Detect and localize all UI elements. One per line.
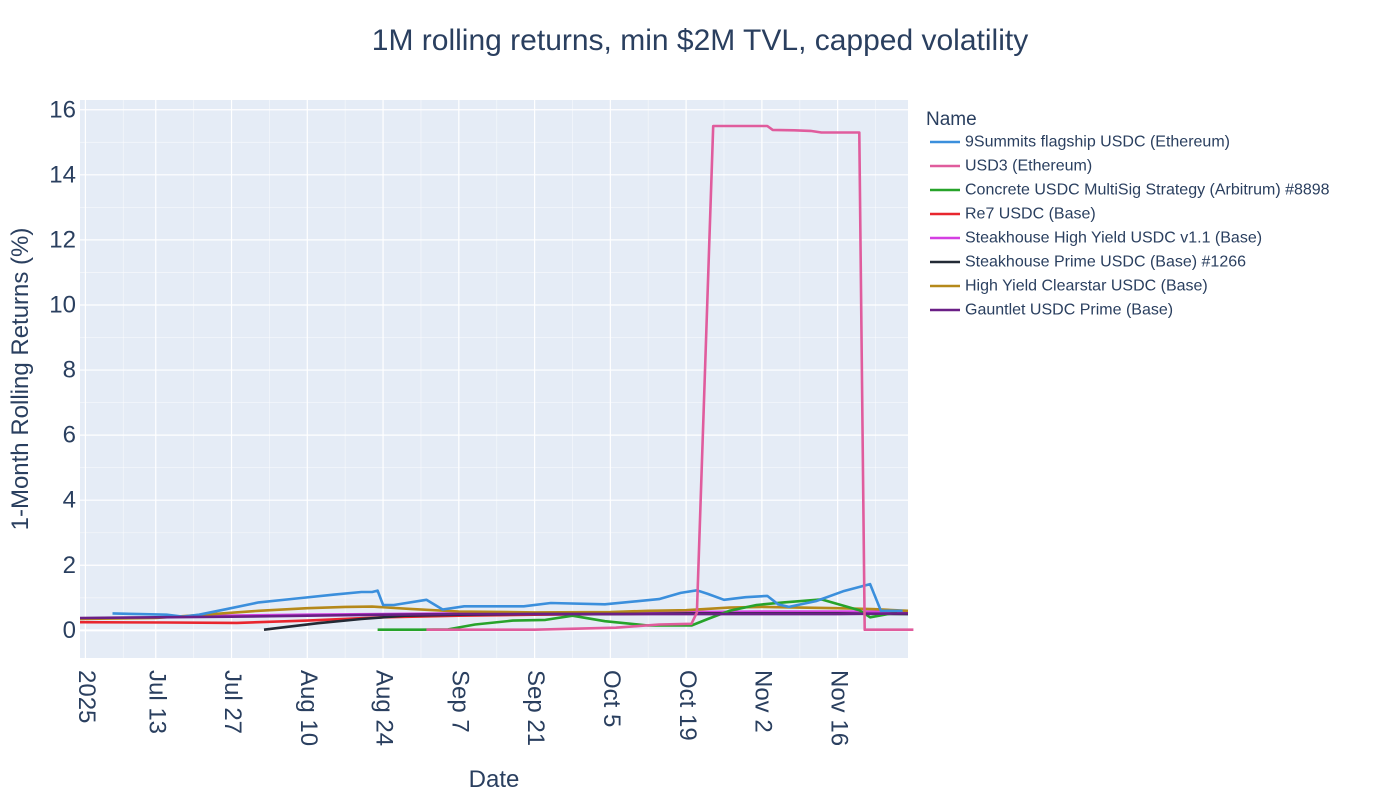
legend-item[interactable]: Steakhouse Prime USDC (Base) #1266 — [930, 254, 1246, 271]
y-tick-label: 12 — [49, 226, 76, 253]
series-line-2 — [426, 124, 914, 631]
legend-item[interactable]: USD3 (Ethereum) — [930, 158, 1092, 175]
legend-item[interactable]: Gauntlet USDC Prime (Base) — [930, 302, 1173, 319]
x-tick-label: Nov 2 — [750, 670, 777, 733]
x-tick-label: Aug 10 — [295, 670, 322, 746]
x-tick-label: Sep 21 — [522, 670, 549, 746]
legend-item[interactable]: Concrete USDC MultiSig Strategy (Arbitru… — [930, 182, 1330, 199]
legend-label: Steakhouse Prime USDC (Base) #1266 — [965, 254, 1246, 271]
y-tick-label: 4 — [63, 487, 76, 514]
legend-label: USD3 (Ethereum) — [965, 158, 1092, 175]
legend-label: Steakhouse High Yield USDC v1.1 (Base) — [965, 230, 1262, 247]
legend-item[interactable]: 9Summits flagship USDC (Ethereum) — [930, 134, 1230, 151]
x-tick-label: Nov 16 — [825, 670, 852, 746]
series-line-7 — [79, 605, 909, 621]
series-line-8 — [79, 612, 909, 620]
legend-label: 9Summits flagship USDC (Ethereum) — [965, 134, 1230, 151]
legend-label: Concrete USDC MultiSig Strategy (Arbitru… — [965, 182, 1330, 199]
y-tick-label: 2 — [63, 552, 76, 579]
y-tick-label: 14 — [49, 161, 76, 188]
legend-label: Re7 USDC (Base) — [965, 206, 1096, 223]
x-tick-label: Oct 19 — [674, 670, 701, 741]
y-axis-ticks: 0 2 4 6 8 10 12 14 16 — [49, 96, 76, 644]
legend-items[interactable]: 9Summits flagship USDC (Ethereum) USD3 (E… — [930, 134, 1330, 319]
plot-area — [80, 100, 908, 658]
x-tick-label: 2025 — [73, 670, 100, 723]
legend-title: Name — [926, 109, 977, 130]
x-tick-label: Aug 24 — [371, 670, 398, 746]
series-lines — [79, 124, 914, 631]
y-tick-label: 0 — [63, 617, 76, 644]
series-line-1 — [112, 582, 903, 618]
x-tick-label: Jul 13 — [143, 670, 170, 734]
x-tick-label: Oct 5 — [598, 670, 625, 727]
y-tick-label: 8 — [63, 357, 76, 384]
legend-item[interactable]: Steakhouse High Yield USDC v1.1 (Base) — [930, 230, 1262, 247]
y-tick-label: 10 — [49, 291, 76, 318]
legend[interactable]: Name 9Summits flagship USDC (Ethereum) US… — [926, 109, 1330, 319]
y-tick-label: 6 — [63, 422, 76, 449]
chart-title: 1M rolling returns, min $2M TVL, capped … — [372, 24, 1028, 57]
x-tick-label: Jul 27 — [219, 670, 246, 734]
x-axis-ticks: 2025 Jul 13 Jul 27 Aug 10 Aug 24 Sep 7 Sep 21 O… — [73, 670, 852, 746]
legend-label: High Yield Clearstar USDC (Base) — [965, 278, 1208, 295]
x-tick-label: Sep 7 — [446, 670, 473, 733]
y-axis-title: 1-Month Rolling Returns (%) — [7, 228, 34, 531]
y-tick-label: 16 — [49, 96, 76, 123]
legend-label: Gauntlet USDC Prime (Base) — [965, 302, 1173, 319]
x-axis-title: Date — [469, 766, 520, 793]
legend-item[interactable]: High Yield Clearstar USDC (Base) — [930, 278, 1208, 295]
legend-item[interactable]: Re7 USDC (Base) — [930, 206, 1096, 223]
